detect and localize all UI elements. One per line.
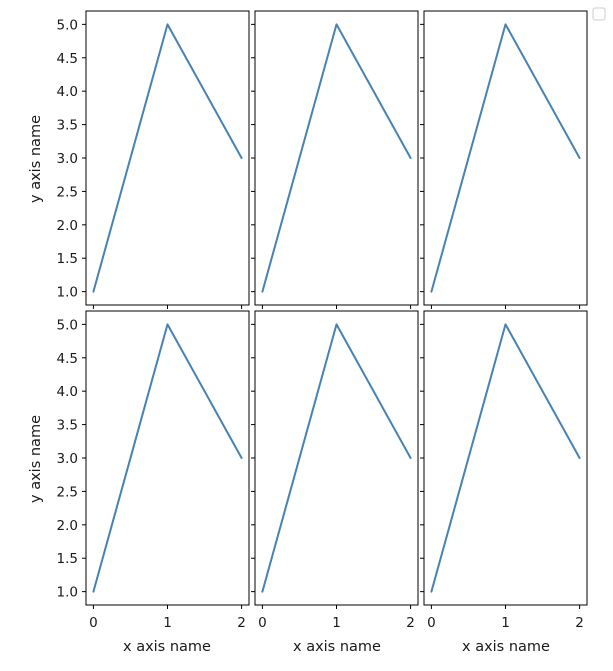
y-tick-label: 1.0 [57, 585, 78, 601]
subplot-1-1: 1.0 1.5 2.0 2.5 3.0 3.5 4.0 4.5 5.0 [57, 10, 250, 309]
x-tick-label: 2 [575, 615, 584, 631]
subplot-grid: 1.0 1.5 2.0 2.5 3.0 3.5 4.0 4.5 5.0 1.0 1.5 2.0 2.5 3… [57, 10, 588, 631]
x-tick-label: 1 [332, 615, 341, 631]
subplot-2-2: 0 1 2 [251, 310, 419, 631]
x-axis-label-col-1: x axis name [123, 639, 211, 655]
subplot-1-2 [251, 10, 419, 309]
y-tick-label: 4.5 [57, 51, 78, 67]
y-tick-label: 5.0 [57, 317, 78, 333]
y-tick-label: 1.0 [57, 285, 78, 301]
series-line-1 [261, 23, 412, 293]
y-tick-label: 3.0 [57, 151, 78, 167]
subplot-2-1: 1.0 1.5 2.0 2.5 3.0 3.5 4.0 4.5 5.0 0 1 2 [57, 310, 250, 631]
y-axis-label-top-row: y axis name [28, 115, 44, 203]
x-tick-label: 2 [406, 615, 415, 631]
series-line-1 [92, 23, 243, 293]
y-tick-label: 4.5 [57, 351, 78, 367]
legend-box [592, 7, 606, 21]
axes-frame [254, 10, 419, 306]
y-tick-label: 3.5 [57, 418, 78, 434]
series-line-1 [430, 323, 581, 593]
y-tick-label: 2.5 [57, 184, 78, 200]
subplot-1-3 [420, 10, 588, 309]
axes-frame [423, 10, 588, 306]
x-tick-label: 1 [163, 615, 172, 631]
x-tick-label: 0 [427, 615, 436, 631]
x-tick-label: 2 [237, 615, 246, 631]
x-tick-label: 1 [501, 615, 510, 631]
x-tick-label: 0 [89, 615, 98, 631]
y-tick-label: 4.0 [57, 84, 78, 100]
subplot-2-3: 0 1 2 [420, 310, 588, 631]
y-axis-label-bottom-row: y axis name [28, 415, 44, 503]
y-tick-label: 4.0 [57, 384, 78, 400]
series-line-1 [261, 323, 412, 593]
x-axis-label-col-2: x axis name [293, 639, 381, 655]
y-tick-label: 2.5 [57, 484, 78, 500]
axes-frame [85, 310, 250, 606]
x-axis-label-col-3: x axis name [462, 639, 550, 655]
series-line-1 [430, 23, 581, 293]
axes-frame [85, 10, 250, 306]
y-tick-label: 3.5 [57, 118, 78, 134]
y-tick-label: 3.0 [57, 451, 78, 467]
x-tick-label: 0 [258, 615, 267, 631]
y-tick-label: 5.0 [57, 17, 78, 33]
axes-frame [423, 310, 588, 606]
y-tick-label: 1.5 [57, 251, 78, 267]
axes-frame [254, 310, 419, 606]
series-line-1 [92, 323, 243, 593]
y-tick-label: 2.0 [57, 218, 78, 234]
y-tick-label: 2.0 [57, 518, 78, 534]
y-tick-label: 1.5 [57, 551, 78, 567]
